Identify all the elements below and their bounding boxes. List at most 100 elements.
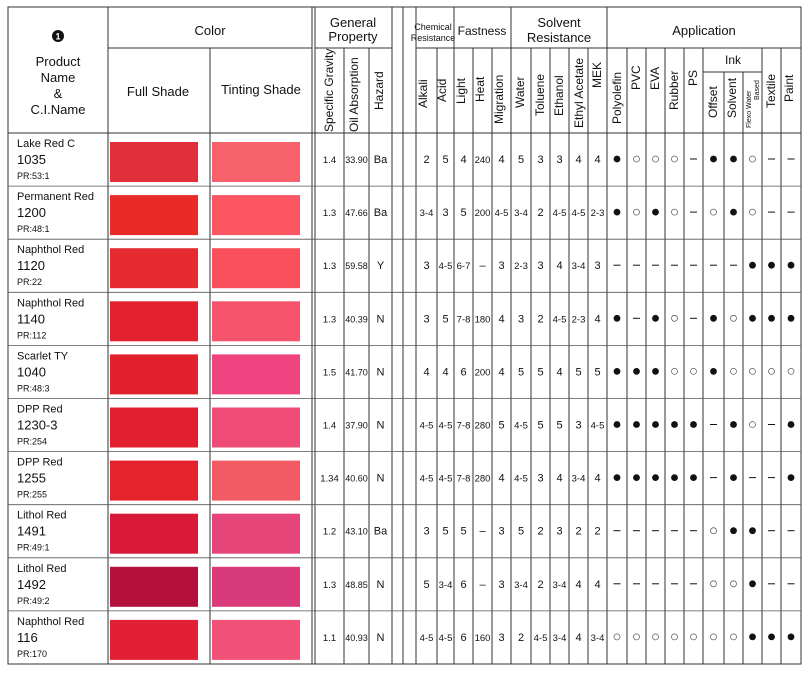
value-alkali: 3 — [423, 313, 429, 325]
limited-dot — [671, 155, 678, 163]
ci-name: PR:112 — [17, 330, 46, 340]
header-color: Color — [194, 23, 226, 38]
full-shade-swatch — [110, 195, 198, 236]
header-solvent-ink: Solvent — [725, 77, 739, 118]
suitable-dot — [652, 421, 659, 428]
value-ethyl-acetate: 4 — [575, 154, 581, 166]
header-general-property-line1: General — [330, 15, 376, 30]
value-light: 5 — [460, 526, 466, 538]
ci-name: PR:170 — [17, 649, 47, 659]
value-light: 7-8 — [457, 421, 471, 432]
ci-name: PR:48:1 — [17, 224, 50, 234]
full-shade-swatch — [110, 248, 198, 289]
limited-dot — [710, 527, 717, 535]
header-ink: Ink — [725, 53, 742, 67]
value-ethanol: 4 — [556, 260, 562, 272]
header-oil-absorption: Oil Absorption — [347, 57, 361, 132]
header-hazard: Hazard — [372, 71, 386, 110]
suitable-dot — [768, 261, 775, 269]
value-acid: 5 — [442, 313, 448, 325]
value-sg: 1.34 — [320, 474, 339, 485]
value-ethyl-acetate: 3-4 — [572, 474, 586, 485]
limited-dot — [710, 580, 717, 588]
value-acid: 4-5 — [439, 633, 453, 644]
product-name: Naphthol Red — [17, 297, 84, 309]
suitable-dot — [613, 155, 621, 163]
value-heat: – — [479, 579, 486, 591]
value-oil: 40.93 — [345, 633, 368, 643]
value-heat: 160 — [475, 633, 491, 644]
limited-dot — [671, 314, 678, 322]
value-hazard: Ba — [374, 526, 388, 538]
value-hazard: N — [377, 313, 385, 325]
value-heat: 240 — [475, 155, 491, 166]
value-acid: 3 — [442, 207, 448, 219]
value-oil: 40.39 — [345, 314, 368, 324]
suitable-dot — [787, 474, 795, 481]
tinting-shade-swatch — [212, 301, 300, 342]
header-toluene: Toluene — [533, 74, 547, 116]
value-migration: 3 — [498, 526, 504, 538]
value-light: 6-7 — [457, 261, 471, 272]
badge-number: 1 — [55, 32, 60, 42]
value-alkali: 4-5 — [420, 474, 434, 485]
value-migration: 4-5 — [495, 208, 509, 219]
tinting-shade-swatch — [212, 248, 300, 289]
value-ethyl-acetate: 4 — [575, 579, 581, 591]
value-ethyl-acetate: 2-3 — [572, 314, 586, 325]
value-hazard: Ba — [374, 154, 388, 166]
header-rubber: Rubber — [667, 71, 681, 110]
value-light: 7-8 — [457, 474, 471, 485]
full-shade-swatch — [110, 354, 198, 395]
suitable-dot — [652, 314, 659, 322]
value-light: 5 — [460, 207, 466, 219]
limited-dot — [613, 633, 621, 641]
limited-dot — [768, 367, 775, 375]
product-name: Lake Red C — [17, 138, 75, 150]
value-hazard: Ba — [374, 207, 388, 219]
header-chemical-line2: Resistance — [411, 33, 456, 43]
full-shade-swatch — [110, 513, 198, 554]
value-migration: 4 — [498, 366, 504, 378]
value-hazard: N — [377, 420, 385, 432]
tinting-shade-swatch — [212, 619, 300, 660]
header-solvent-line2: Resistance — [527, 30, 591, 45]
value-ethanol: 3 — [556, 154, 562, 166]
badge-circle — [52, 30, 64, 42]
header-mek: MEK — [590, 62, 604, 88]
suitable-dot — [730, 208, 737, 216]
value-ethyl-acetate: 2 — [575, 526, 581, 538]
suitable-dot — [710, 368, 717, 375]
value-acid: 4 — [442, 366, 448, 378]
value-alkali: 3-4 — [420, 208, 434, 219]
limited-dot — [671, 208, 678, 216]
header-ethanol: Ethanol — [552, 75, 566, 116]
value-toluene: 5 — [537, 366, 543, 378]
header-ps: PS — [686, 70, 700, 86]
value-ethyl-acetate: 3-4 — [572, 261, 586, 272]
suitable-dot — [613, 208, 621, 216]
value-hazard: N — [377, 632, 385, 644]
suitable-dot — [633, 368, 640, 375]
value-heat: 200 — [475, 367, 491, 378]
value-ethanol: 4 — [556, 366, 562, 378]
header-water: Water — [513, 76, 527, 108]
value-sg: 1.3 — [323, 314, 336, 325]
ci-name: PR:48:3 — [17, 383, 50, 393]
suitable-dot — [787, 314, 795, 322]
value-oil: 47.66 — [345, 208, 368, 218]
value-migration: 4 — [498, 313, 504, 325]
ci-name: PR:22 — [17, 277, 42, 287]
header-alkali: Alkali — [416, 79, 430, 108]
limited-dot — [749, 155, 756, 163]
header-solvent-line1: Solvent — [537, 15, 581, 30]
value-water: 4-5 — [514, 474, 528, 485]
header-offset: Offset — [706, 86, 720, 118]
limited-dot — [749, 208, 756, 216]
value-acid: 5 — [442, 526, 448, 538]
product-code: 1040 — [17, 364, 46, 379]
value-light: 6 — [460, 366, 466, 378]
value-toluene: 2 — [537, 313, 543, 325]
suitable-dot — [613, 474, 621, 481]
header-product-line1: Product — [36, 54, 81, 69]
